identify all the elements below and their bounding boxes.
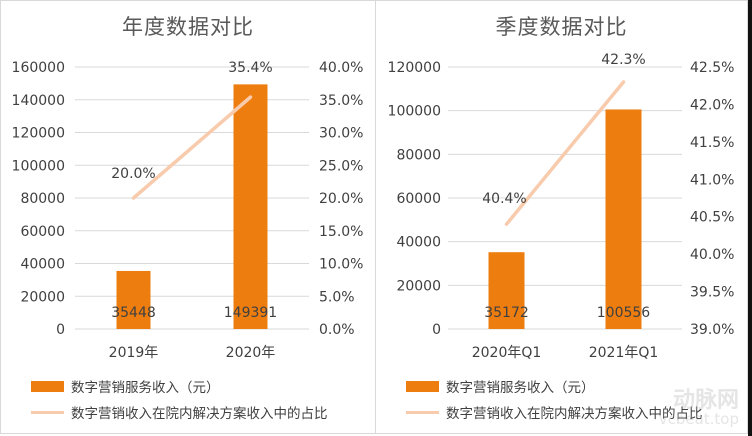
legend-item-bar: 数字营销服务收入（元） xyxy=(31,376,220,396)
share-line xyxy=(504,80,626,226)
chart-title: 季度数据对比 xyxy=(495,15,628,39)
y-right-tick: 25.0% xyxy=(319,158,363,174)
bar xyxy=(605,109,642,330)
y-right-tick: 42.0% xyxy=(690,97,734,113)
bar-value-label: 100556 xyxy=(597,305,651,321)
y-right-tick: 41.5% xyxy=(690,135,734,151)
annual-chart-plot: 0 20000 40000 60000 80000 100000 120000 140000 1… xyxy=(12,60,364,361)
right-edge-strip xyxy=(748,0,752,436)
y-right-tick: 35.0% xyxy=(319,93,363,109)
y-right-tick: 30.0% xyxy=(319,126,363,142)
y-right-tick: 39.0% xyxy=(690,322,734,338)
bar-value-label: 149391 xyxy=(224,305,277,321)
line-value-label: 35.4% xyxy=(228,60,272,76)
y-right-tick: 40.5% xyxy=(690,210,734,226)
y-left-tick: 60000 xyxy=(396,191,441,207)
x-category-label: 2019年 xyxy=(109,345,159,361)
y-left-tick: 40000 xyxy=(20,257,65,273)
y-left-tick: 120000 xyxy=(388,60,441,76)
y-right-tick: 42.5% xyxy=(690,60,734,76)
watermark-domain: vcbeat.top xyxy=(658,410,739,428)
y-right-tick: 40.0% xyxy=(319,60,363,76)
y-right-tick: 20.0% xyxy=(319,191,363,207)
y-left-tick: 80000 xyxy=(396,147,441,163)
bar xyxy=(233,84,268,329)
line-value-label: 42.3% xyxy=(601,52,645,68)
y-left-tick: 80000 xyxy=(20,191,65,207)
y-left-tick: 0 xyxy=(56,322,65,338)
y-right-tick: 15.0% xyxy=(319,224,363,240)
watermark-logo: 动脉网 vcbeat.top xyxy=(659,390,739,427)
y-left-tick: 100000 xyxy=(388,104,441,120)
y-right-tick: 0.0% xyxy=(319,322,355,338)
chart-title: 年度数据对比 xyxy=(122,15,254,39)
line-value-label: 20.0% xyxy=(111,166,155,182)
y-right-tick: 40.0% xyxy=(690,247,734,263)
bar xyxy=(488,252,525,329)
x-category-label: 2020年 xyxy=(226,345,276,361)
y-left-tick: 160000 xyxy=(12,60,65,76)
y-right-tick: 41.0% xyxy=(690,172,734,188)
y-right-tick: 5.0% xyxy=(319,289,355,305)
y-left-tick: 40000 xyxy=(396,235,441,251)
y-left-tick: 100000 xyxy=(12,158,65,174)
legend-item-line: 数字营销收入在院内解决方案收入中的占比 xyxy=(31,402,328,422)
legend-label: 数字营销收入在院内解决方案收入中的占比 xyxy=(446,406,703,422)
annual-chart-panel: 年度数据对比 0 20000 40000 60000 80000 100000 120000… xyxy=(0,0,376,434)
line-swatch-icon xyxy=(406,410,439,414)
legend-label: 数字营销服务收入（元） xyxy=(71,380,220,396)
line-swatch-icon xyxy=(31,410,64,414)
bar-value-label: 35448 xyxy=(111,305,156,321)
y-right-tick: 10.0% xyxy=(319,257,363,273)
legend-item-bar: 数字营销服务收入（元） xyxy=(406,376,595,396)
y-left-tick: 60000 xyxy=(20,224,65,240)
legend-label: 数字营销收入在院内解决方案收入中的占比 xyxy=(71,406,328,422)
x-category-label: 2021年Q1 xyxy=(589,345,659,361)
x-category-label: 2020年Q1 xyxy=(472,345,542,361)
bar xyxy=(116,270,151,329)
watermark-brand: 动脉网 xyxy=(672,388,739,413)
legend-label: 数字营销服务收入（元） xyxy=(446,380,595,396)
y-left-tick: 20000 xyxy=(20,289,65,305)
y-left-tick: 120000 xyxy=(12,126,65,142)
legend-item-line: 数字营销收入在院内解决方案收入中的占比 xyxy=(406,402,703,422)
quarterly-chart-plot: 0 20000 40000 60000 80000 100000 120000 39.0% 39… xyxy=(388,52,735,361)
share-line xyxy=(131,95,253,200)
quarterly-chart-panel: 季度数据对比 0 20000 40000 60000 80000 100000 120000… xyxy=(375,0,748,434)
bar-swatch-icon xyxy=(31,380,64,392)
bar-swatch-icon xyxy=(406,380,439,392)
bar-value-label: 35172 xyxy=(484,305,529,321)
y-right-tick: 39.5% xyxy=(690,285,734,301)
y-left-tick: 0 xyxy=(432,322,441,338)
y-left-tick: 20000 xyxy=(396,278,441,294)
line-value-label: 40.4% xyxy=(482,191,526,207)
y-left-tick: 140000 xyxy=(12,93,65,109)
